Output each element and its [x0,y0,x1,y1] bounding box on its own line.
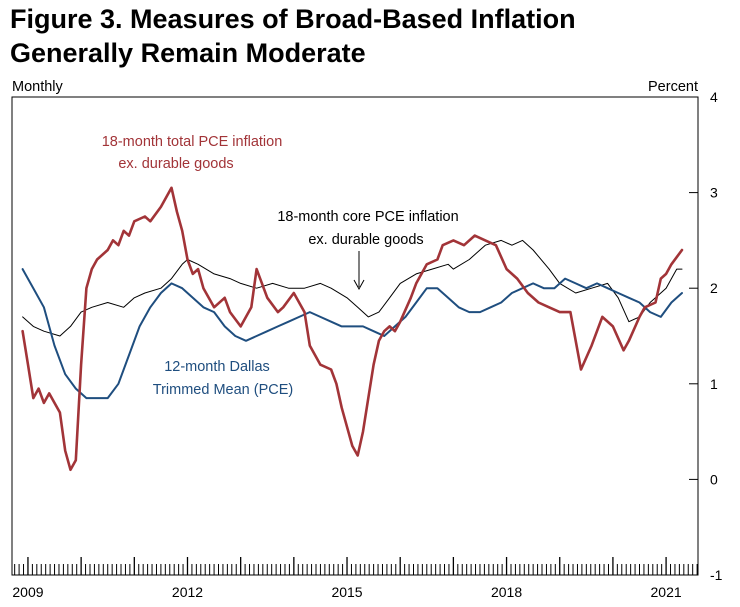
left-axis-label: Monthly [12,79,64,95]
annotation-total-line-1: 18-month total PCE inflation [102,134,283,150]
y-tick-label-0: -1 [710,567,723,583]
x-tick-label-0: 2009 [12,584,43,600]
core-annotation-arrow [353,251,365,291]
series-line-total [21,186,684,472]
x-tick-label-1: 2012 [172,584,203,600]
series-line-dallas [21,268,683,400]
series-line-core [22,239,683,337]
annotation-total-line-2: ex. durable goods [118,156,233,172]
y-tick-label-2: 1 [710,376,718,392]
annotation-core-line-2: ex. durable goods [308,232,423,248]
y-tick-label-1: 0 [710,471,718,487]
title-line-2: Generally Remain Moderate [10,38,366,68]
annotation-dallas-line-2: Trimmed Mean (PCE) [153,382,293,398]
y-tick-label-4: 3 [710,185,718,201]
y-axis: -1 0 1 2 3 4 [689,89,723,583]
title-line-1: Figure 3. Measures of Broad-Based Inflat… [10,4,576,34]
x-axis: 2009 2012 2015 2018 2021 [12,557,698,600]
annotation-core-line-1: 18-month core PCE inflation [277,209,458,225]
series-group [21,186,684,472]
right-axis-label: Percent [648,79,698,95]
plot-frame [11,96,699,576]
x-tick-label-2: 2015 [331,584,362,600]
x-tick-label-3: 2018 [491,584,522,600]
y-tick-label-5: 4 [710,89,718,105]
chart-title: Figure 3. Measures of Broad-Based Inflat… [10,2,576,70]
x-tick-label-4: 2021 [651,584,682,600]
y-tick-label-3: 2 [710,280,718,296]
annotation-dallas-line-1: 12-month Dallas [164,359,270,375]
